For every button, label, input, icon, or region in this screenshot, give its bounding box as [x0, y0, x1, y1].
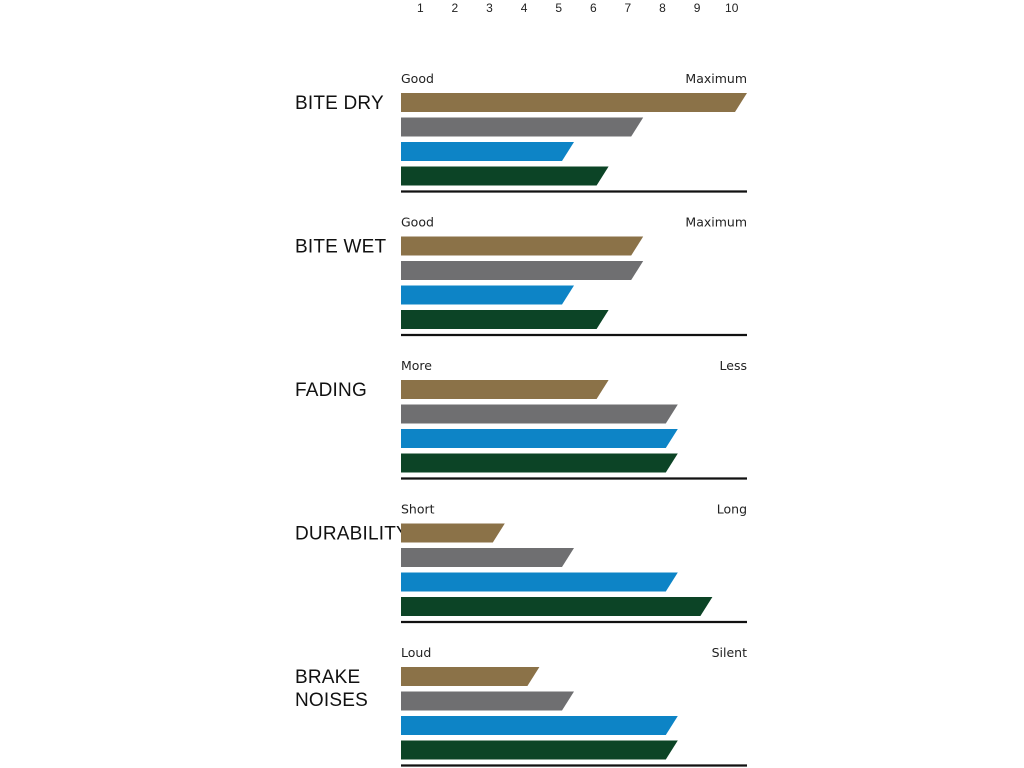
- bar: [401, 572, 678, 592]
- bar: [401, 310, 609, 329]
- scale-low-label: Good: [401, 215, 434, 230]
- scale-low-label: Short: [401, 502, 435, 517]
- bar: [401, 93, 747, 112]
- bar: [401, 285, 574, 305]
- bar: [401, 404, 678, 424]
- bar: [401, 716, 678, 735]
- bar: [401, 142, 574, 161]
- bar: [401, 261, 644, 280]
- x-tick-label: 3: [486, 1, 493, 15]
- x-tick-label: 2: [452, 1, 459, 15]
- bar: [401, 691, 574, 711]
- scale-high-label: Less: [720, 358, 747, 373]
- category-label: DURABILITY: [295, 524, 409, 545]
- category-label: BRAKE: [295, 667, 360, 688]
- bar: [401, 117, 644, 137]
- category-label: BITE DRY: [295, 93, 384, 114]
- x-tick-label: 6: [590, 1, 597, 15]
- scale-low-label: Loud: [401, 645, 431, 660]
- scale-high-label: Silent: [712, 645, 747, 660]
- x-tick-label: 5: [555, 1, 562, 15]
- scale-low-label: More: [401, 358, 432, 373]
- scale-high-label: Long: [717, 502, 747, 517]
- bar: [401, 380, 609, 399]
- bar: [401, 597, 713, 616]
- x-tick-label: 9: [694, 1, 701, 15]
- x-tick-label: 1: [417, 1, 424, 15]
- category-label: FADING: [295, 380, 367, 401]
- bar: [401, 667, 540, 686]
- bar: [401, 429, 678, 448]
- bar: [401, 166, 609, 186]
- category-label: BITE WET: [295, 237, 387, 258]
- x-tick-label: 8: [659, 1, 666, 15]
- bar: [401, 453, 678, 473]
- category-label: NOISES: [295, 690, 368, 711]
- x-tick-label: 7: [625, 1, 632, 15]
- scale-low-label: Good: [401, 71, 434, 86]
- bar: [401, 236, 644, 256]
- x-tick-label: 10: [725, 1, 739, 15]
- bar: [401, 523, 505, 543]
- scale-high-label: Maximum: [685, 71, 747, 86]
- x-tick-label: 4: [521, 1, 528, 15]
- scale-high-label: Maximum: [685, 215, 747, 230]
- bar: [401, 548, 574, 567]
- bar: [401, 740, 678, 760]
